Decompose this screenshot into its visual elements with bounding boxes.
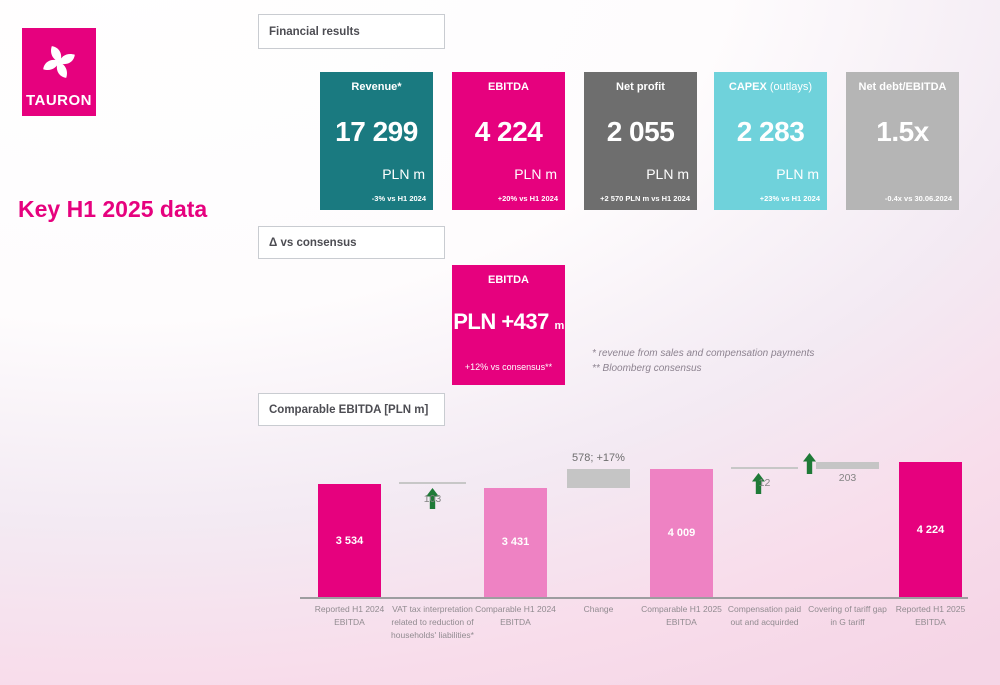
kpi-value: 1.5x [876, 116, 929, 147]
up-arrow-icon [803, 452, 816, 474]
kpi-title-main: EBITDA [488, 81, 529, 93]
category-label: Comparable H1 2024 EBITDA [475, 604, 556, 627]
kpi-title: CAPEX (outlays) [714, 81, 827, 93]
section-box-financial-results: Financial results [258, 14, 445, 49]
section-box-vs-consensus: Δ vs consensus [258, 226, 445, 259]
category-label: Comparable H1 2025 EBITDA [641, 604, 722, 627]
kpi-unit: PLN m [646, 166, 689, 182]
consensus-value-number: PLN +437 [453, 309, 549, 334]
kpi-card-capex: CAPEX (outlays) 2 283 PLN m +23% vs H1 2… [714, 72, 827, 210]
section-label: Financial results [269, 25, 360, 38]
step-value-label: 12 [758, 477, 771, 490]
section-box-comparable-ebitda: Comparable EBITDA [PLN m] [258, 393, 445, 426]
bar-value-label: 4 009 [667, 527, 696, 540]
category-label: VAT tax interpretation related to reduct… [391, 604, 474, 640]
kpi-delta: +20% vs H1 2024 [497, 194, 558, 203]
waterfall-column-3: 578; +17% [557, 447, 640, 597]
kpi-title: Revenue* [320, 81, 433, 93]
bar-value-label: 3 431 [501, 536, 530, 549]
float-value-label: 578; +17% [572, 452, 625, 465]
consensus-card-ebitda: EBITDA PLN +437 m +12% vs consensus** [452, 265, 565, 385]
kpi-title: Net profit [584, 81, 697, 93]
pinwheel-icon [43, 46, 75, 78]
chart-x-axis [300, 597, 968, 599]
waterfall-column-5: 12 [723, 447, 806, 597]
category-label: Covering of tariff gap in G tariff [808, 604, 887, 627]
step-line [399, 482, 466, 485]
waterfall-bar: 3 534 [318, 484, 381, 597]
kpi-title-main: Revenue* [351, 81, 402, 93]
waterfall-bar: 4 009 [650, 469, 713, 597]
section-label: Δ vs consensus [269, 236, 357, 249]
kpi-title-main: CAPEX [728, 81, 767, 93]
kpi-title-suffix: (outlays) [766, 81, 813, 93]
step-label-row: 12 [723, 472, 806, 494]
waterfall-float-bar [567, 469, 630, 488]
kpi-unit: PLN m [514, 166, 557, 182]
kpi-card-revenue: Revenue* 17 299 PLN m -3% vs H1 2024 [320, 72, 433, 210]
kpi-title: Net debt/EBITDA [846, 81, 959, 93]
waterfall-column-2: 3 431 [474, 447, 557, 597]
page-title: Key H1 2025 data [18, 196, 208, 222]
kpi-card-net-debt-ebitda: Net debt/EBITDA 1.5x -0.4x vs 30.06.2024 [846, 72, 959, 210]
kpi-delta: -3% vs H1 2024 [371, 194, 426, 203]
kpi-unit: PLN m [382, 166, 425, 182]
waterfall-chart: 3 534 103 3 431 578; +17% 4 009 12 203 4 224 [308, 447, 972, 597]
step-label-row: 103 [391, 488, 474, 510]
kpi-value: 2 055 [606, 116, 675, 147]
category-label: Reported H1 2025 EBITDA [895, 604, 966, 627]
kpi-delta: -0.4x vs 30.06.2024 [884, 194, 952, 203]
waterfall-float-bar [816, 462, 879, 469]
tauron-logo: TAURON [22, 28, 96, 116]
step-value-label: 103 [423, 492, 442, 505]
step-line [731, 466, 798, 469]
consensus-title: EBITDA [452, 274, 565, 286]
kpi-delta: +2 570 PLN m vs H1 2024 [600, 194, 690, 203]
kpi-title: EBITDA [452, 81, 565, 93]
footnote-bloomberg: ** Bloomberg consensus [592, 363, 702, 374]
up-arrow-icon [752, 472, 765, 494]
footnote-revenue: * revenue from sales and compensation pa… [592, 348, 815, 359]
waterfall-column-1: 103 [391, 447, 474, 597]
kpi-title-main: Net profit [616, 81, 665, 93]
tauron-logo-text: TAURON [25, 92, 93, 109]
waterfall-bar: 3 431 [484, 487, 547, 597]
category-label: Compensation paid out and acquirded [727, 604, 802, 627]
kpi-title-main: Net debt/EBITDA [858, 81, 947, 93]
category-label: Change [583, 604, 614, 614]
consensus-delta: +12% vs consensus** [464, 362, 553, 372]
kpi-delta: +23% vs H1 2024 [759, 194, 820, 203]
waterfall-column-6: 203 [803, 447, 889, 597]
consensus-title-main: EBITDA [488, 274, 529, 286]
section-label: Comparable EBITDA [PLN m] [269, 403, 429, 416]
bar-value-label: 4 224 [916, 523, 945, 536]
kpi-unit: PLN m [776, 166, 819, 182]
kpi-value: 2 283 [736, 116, 805, 147]
kpi-card-net-profit: Net profit 2 055 PLN m +2 570 PLN m vs H… [584, 72, 697, 210]
consensus-value: PLN +437 m [452, 309, 565, 335]
float-value-label: 203 [838, 471, 857, 484]
waterfall-bar: 4 224 [899, 462, 962, 597]
consensus-value-unit: m [554, 320, 565, 332]
waterfall-column-4: 4 009 [640, 447, 723, 597]
up-arrow-icon [426, 488, 439, 510]
kpi-value: 17 299 [335, 116, 418, 147]
waterfall-column-0: 3 534 [308, 447, 391, 597]
waterfall-column-7: 4 224 [889, 447, 972, 597]
kpi-value: 4 224 [474, 116, 543, 147]
footnotes: * revenue from sales and compensation pa… [592, 346, 814, 376]
bar-value-label: 3 534 [335, 534, 364, 547]
kpi-card-ebitda: EBITDA 4 224 PLN m +20% vs H1 2024 [452, 72, 565, 210]
category-label: Reported H1 2024 EBITDA [314, 604, 385, 627]
